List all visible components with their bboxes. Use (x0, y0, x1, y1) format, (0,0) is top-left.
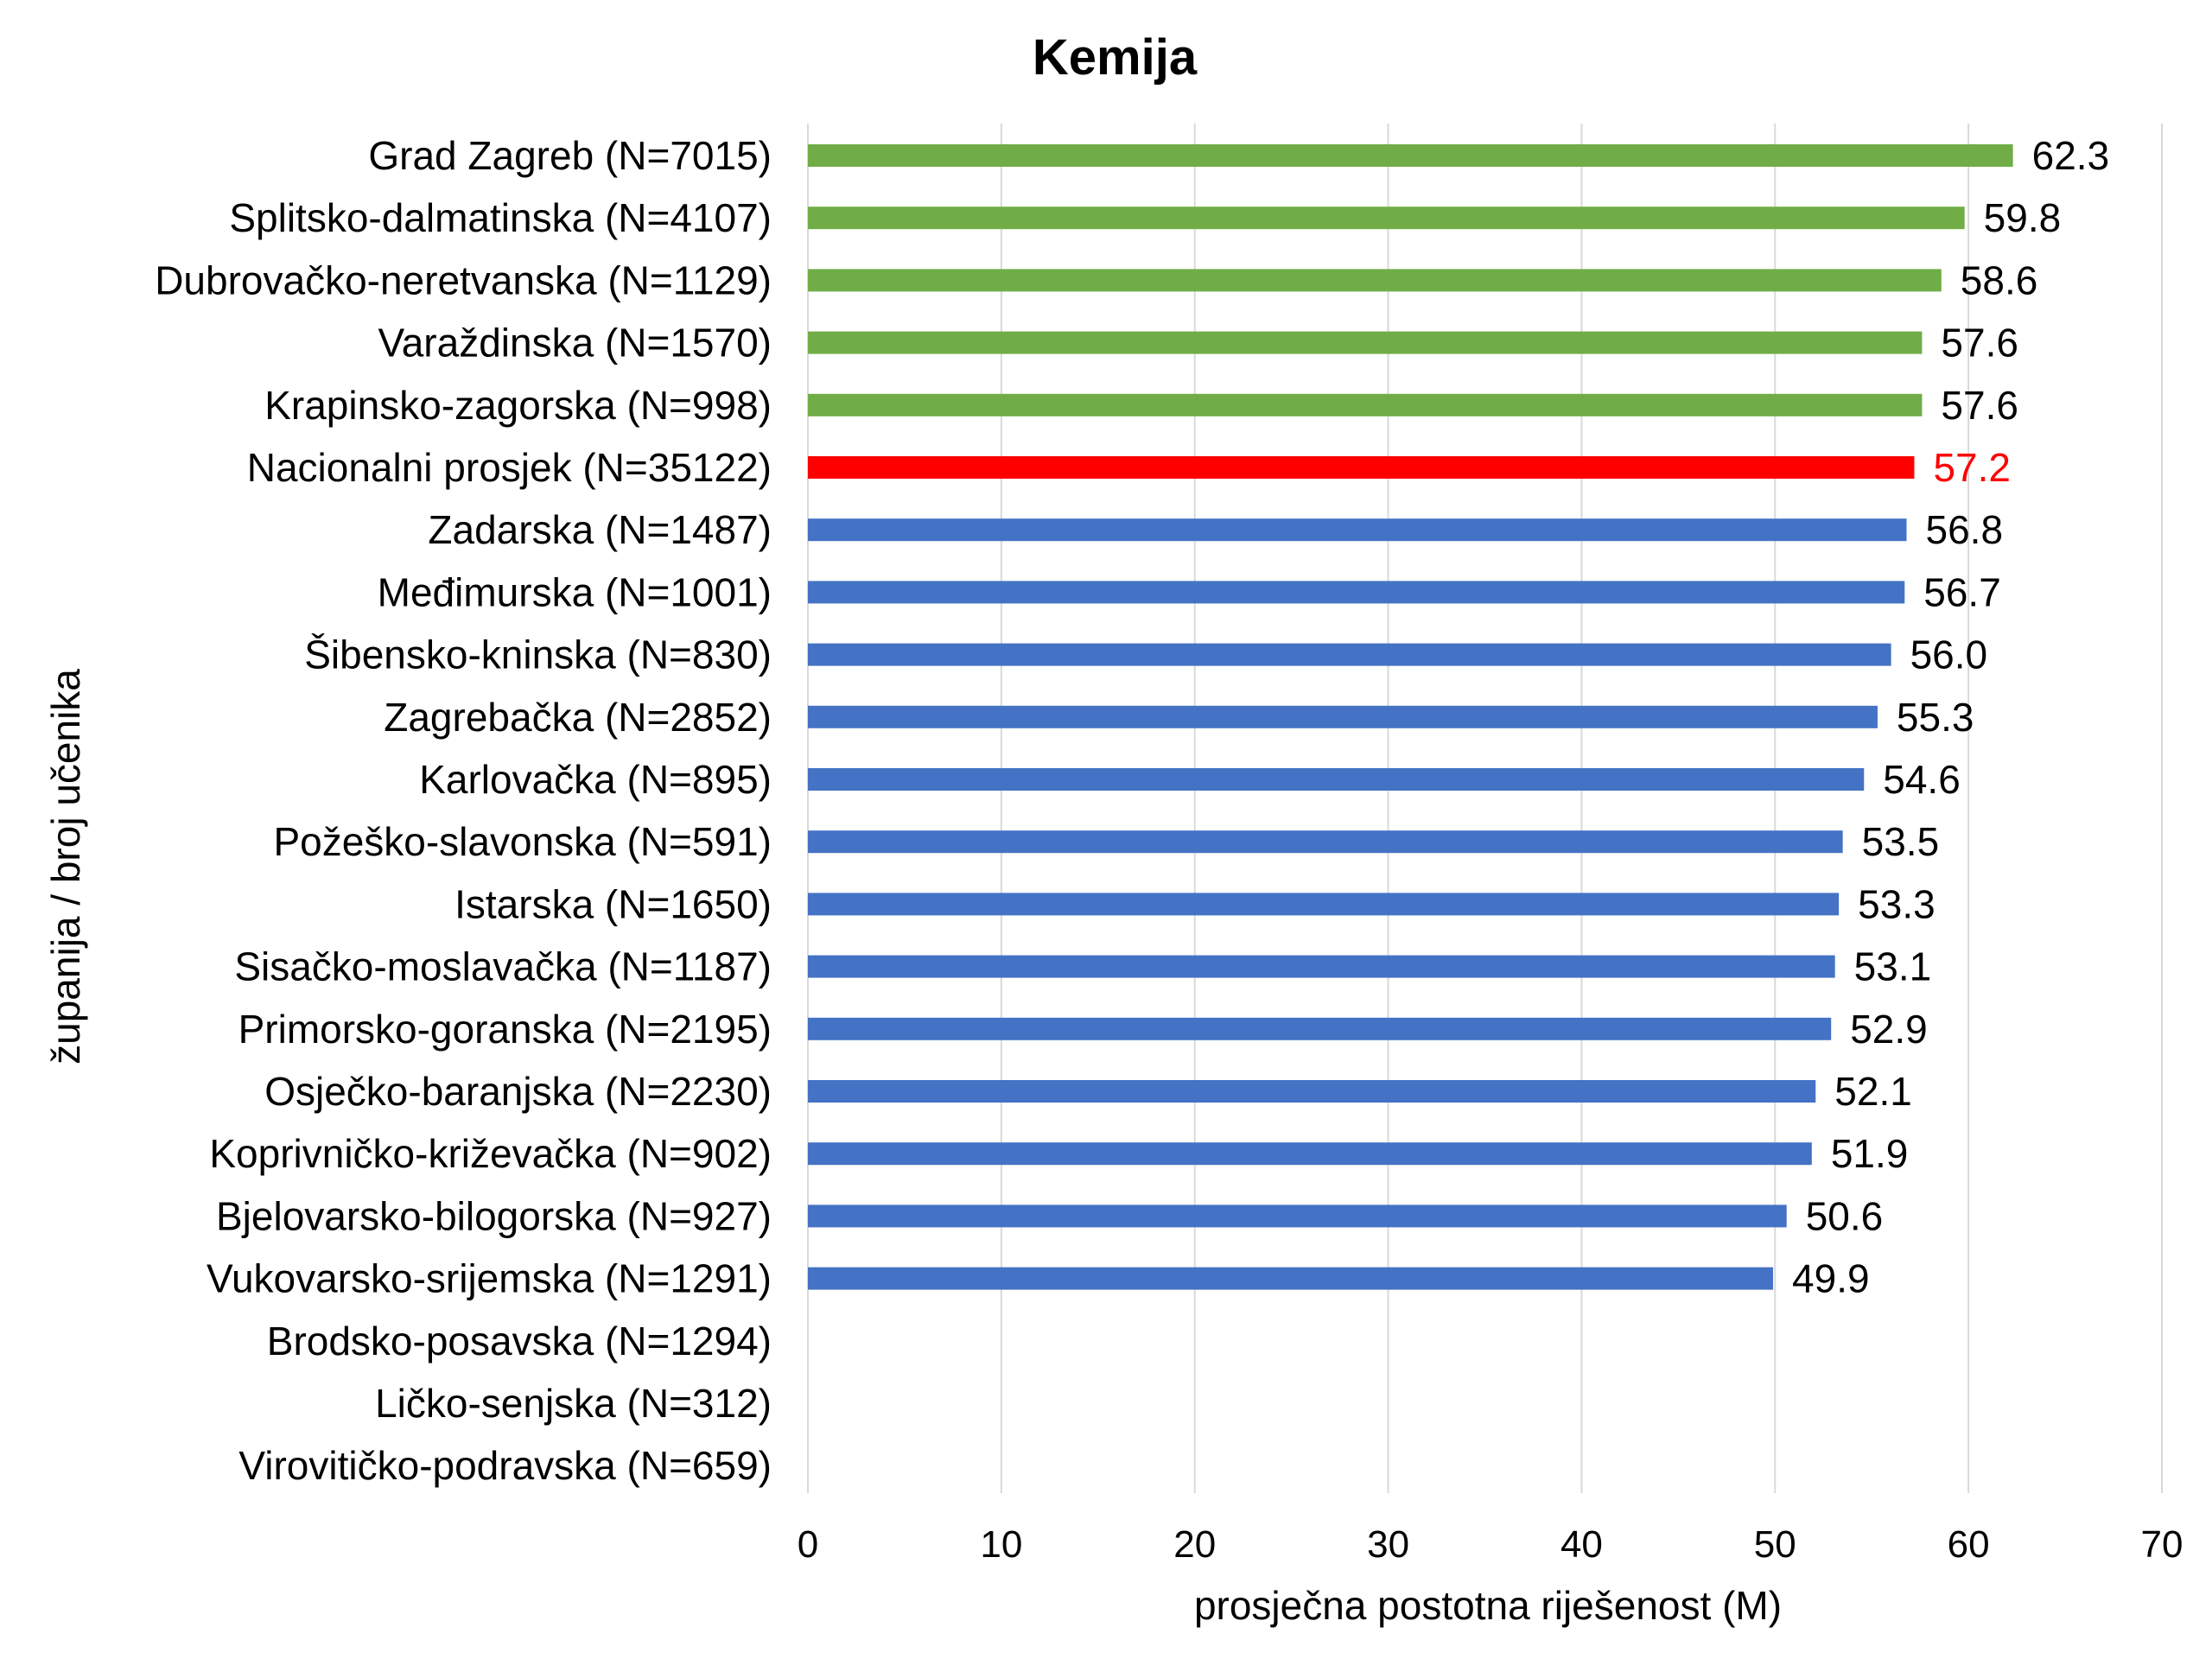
bar (808, 393, 1923, 416)
y-axis-title: županija / broj učenika (43, 669, 88, 1065)
category-label: Sisačko-moslavačka (N=1187) (234, 944, 772, 989)
category-label: Dubrovačko-neretvanska (N=1129) (155, 257, 772, 302)
bar (808, 1017, 1832, 1040)
x-tick-label: 20 (1173, 1523, 1216, 1566)
bars (808, 144, 2013, 1290)
x-tick-label: 50 (1754, 1523, 1796, 1566)
x-axis-ticks: 0 10 20 30 40 50 60 70 (798, 1523, 2183, 1566)
x-tick-label: 40 (1560, 1523, 1603, 1566)
data-label: 62.3 (2032, 133, 2110, 178)
bar (808, 955, 1835, 978)
bar (808, 1142, 1812, 1166)
bar (808, 893, 1840, 916)
category-label: Požeško-slavonska (N=591) (273, 819, 772, 864)
data-label: 52.1 (1834, 1069, 1912, 1114)
category-label: Vukovarsko-srijemska (N=1291) (207, 1256, 772, 1301)
bar (808, 830, 1843, 854)
bar (808, 456, 1915, 479)
bar (808, 207, 1965, 230)
x-tick-label: 70 (2141, 1523, 2183, 1566)
bar (808, 581, 1905, 604)
category-label: Zadarska (N=1487) (428, 507, 772, 552)
data-label: 51.9 (1831, 1131, 1909, 1176)
data-label: 53.3 (1858, 881, 1936, 926)
category-label: Krapinsko-zagorska (N=998) (264, 383, 772, 428)
data-label: 53.5 (1862, 819, 1940, 864)
category-label: Nacionalni prosjek (N=35122) (247, 445, 772, 490)
data-label: 57.2 (1933, 445, 2011, 490)
x-tick-label: 60 (1948, 1523, 1990, 1566)
data-label: 55.3 (1897, 695, 1974, 740)
data-label: 56.7 (1923, 569, 2001, 614)
data-label: 52.9 (1850, 1007, 1928, 1052)
category-label: Ličko-senjska (N=312) (375, 1381, 772, 1426)
bar (808, 331, 1923, 354)
x-tick-label: 30 (1367, 1523, 1409, 1566)
data-label: 58.6 (1961, 257, 2038, 302)
data-label: 56.0 (1910, 632, 1988, 677)
data-label: 56.8 (1926, 507, 2004, 552)
data-label: 53.1 (1854, 944, 1932, 989)
category-label: Virovitičko-podravska (N=659) (238, 1443, 772, 1488)
data-label: 54.6 (1883, 757, 1961, 802)
category-label: Šibensko-kninska (N=830) (304, 632, 772, 677)
bar (808, 518, 1907, 542)
bar (808, 643, 1891, 666)
bar (808, 269, 1942, 292)
bar (808, 1080, 1816, 1103)
bar (808, 1205, 1787, 1228)
data-label: 59.8 (1984, 195, 2062, 240)
x-axis-title: prosječna postotna riješenost (M) (1194, 1583, 1782, 1628)
category-label: Međimurska (N=1001) (378, 569, 772, 614)
category-label: Osječko-baranjska (N=2230) (264, 1069, 772, 1114)
category-label: Splitsko-dalmatinska (N=4107) (229, 195, 772, 240)
category-labels: Grad Zagreb (N=7015) Splitsko-dalmatinska… (155, 133, 772, 1488)
bar (808, 768, 1865, 791)
category-label: Varaždinska (N=1570) (378, 321, 772, 365)
bar (808, 705, 1878, 728)
x-tick-label: 0 (798, 1523, 818, 1566)
value-labels: 62.3 59.8 58.6 57.6 57.6 57.2 56.8 56.7 56.0 55.3… (1792, 133, 2109, 1301)
bar (808, 144, 2013, 167)
category-label: Bjelovarsko-bilogorska (N=927) (216, 1193, 772, 1238)
category-label: Grad Zagreb (N=7015) (368, 133, 772, 178)
category-label: Primorsko-goranska (N=2195) (238, 1007, 772, 1052)
data-label: 49.9 (1792, 1256, 1870, 1301)
data-label: 57.6 (1941, 321, 2018, 365)
category-label: Karlovačka (N=895) (419, 757, 772, 802)
bar (808, 1267, 1774, 1290)
category-label: Zagrebačka (N=2852) (384, 695, 772, 740)
category-label: Koprivničko-križevačka (N=902) (209, 1131, 772, 1176)
data-label: 57.6 (1941, 383, 2018, 428)
data-label: 50.6 (1806, 1193, 1884, 1238)
x-tick-label: 10 (980, 1523, 1022, 1566)
category-label: Istarska (N=1650) (454, 881, 772, 926)
category-label: Brodsko-posavska (N=1294) (267, 1319, 772, 1363)
chart-title: Kemija (1033, 29, 1198, 86)
